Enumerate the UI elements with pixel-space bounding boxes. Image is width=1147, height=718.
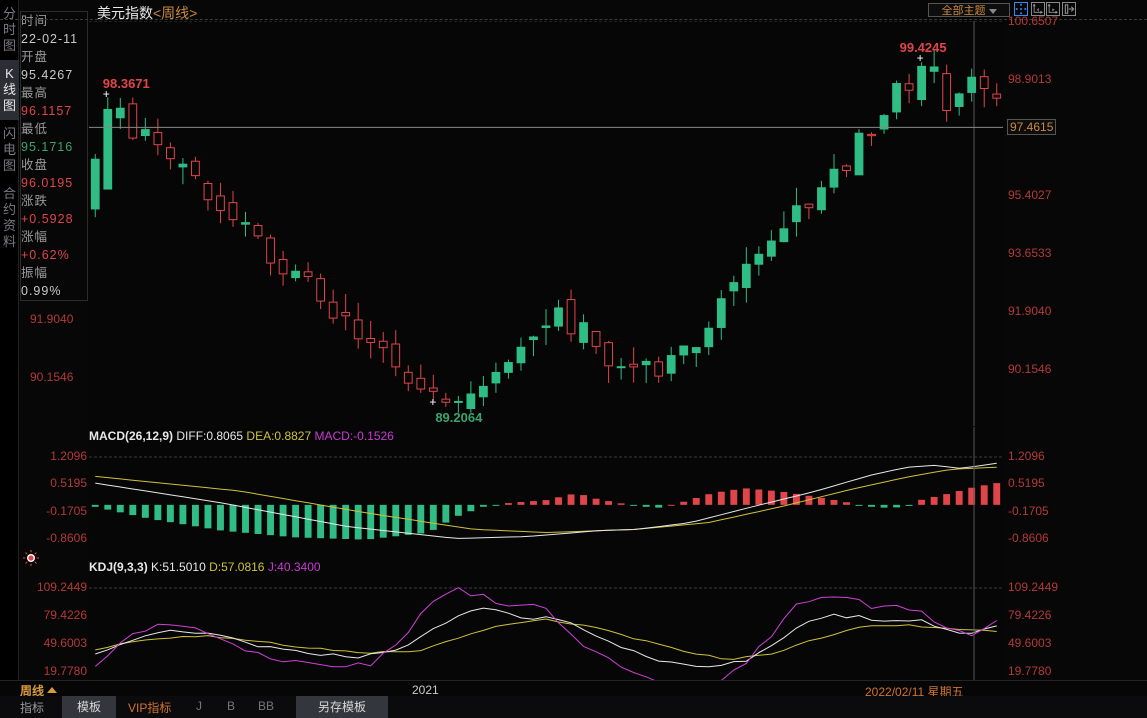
svg-text:99.4245: 99.4245	[900, 40, 947, 55]
svg-text:89.2064: 89.2064	[435, 410, 483, 425]
svg-text:98.3671: 98.3671	[103, 76, 150, 91]
svg-text:+: +	[429, 395, 436, 409]
svg-text:+: +	[103, 87, 110, 101]
